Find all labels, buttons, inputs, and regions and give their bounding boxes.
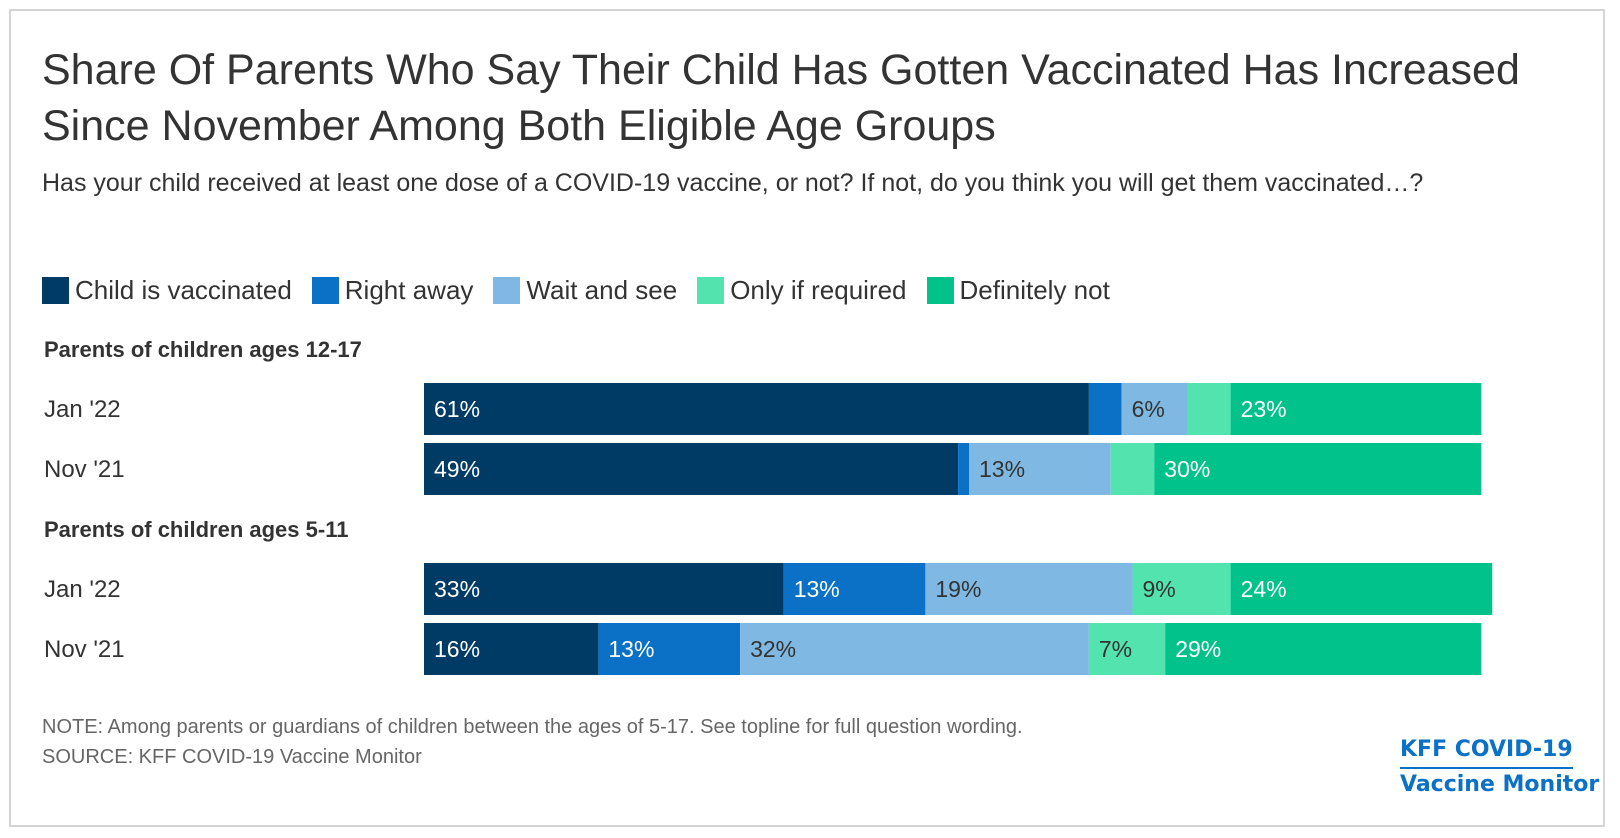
logo-line-2: Vaccine Monitor — [1400, 772, 1600, 797]
bar-segment-wait-and-see — [925, 563, 1133, 615]
bar-segment-definitely-not — [1230, 383, 1482, 435]
data-label-definitely-not: 30% — [1164, 456, 1210, 482]
data-label-definitely-not: 24% — [1241, 576, 1287, 602]
legend-item-definitely-not: Definitely not — [926, 274, 1110, 306]
chart-frame — [9, 9, 1605, 827]
legend-label-wait-and-see: Wait and see — [526, 274, 678, 305]
bar-segment-child-vaccinated — [424, 443, 959, 495]
bar-segment-right-away — [783, 563, 926, 615]
data-label-definitely-not: 29% — [1175, 636, 1221, 662]
data-label-right-away: 13% — [794, 576, 840, 602]
row-label-12-17-nov-21: Nov '21 — [44, 456, 125, 483]
legend: Child is vaccinated Right away Wait and … — [42, 272, 1130, 308]
legend-item-only-if-required: Only if required — [697, 274, 907, 306]
legend-swatch-definitely-not — [926, 276, 954, 304]
legend-item-right-away: Right away — [311, 274, 474, 306]
footer-source: SOURCE: KFF COVID-19 Vaccine Monitor — [42, 746, 422, 768]
bar-segment-child-vaccinated — [424, 623, 599, 675]
legend-swatch-only-if-required — [697, 276, 725, 304]
data-label-right-away: 13% — [608, 636, 654, 662]
bar-segment-wait-and-see — [1121, 383, 1187, 435]
bar-segment-only-if-required — [1187, 383, 1231, 435]
bar-segment-wait-and-see — [740, 623, 1089, 675]
logo-line-1: KFF COVID-19 — [1400, 734, 1573, 769]
row-label-5-11-nov-21: Nov '21 — [44, 636, 125, 663]
bar-segment-definitely-not — [1230, 563, 1493, 615]
data-label-wait-and-see: 19% — [935, 576, 981, 602]
data-label-wait-and-see: 13% — [979, 456, 1025, 482]
data-label-definitely-not: 23% — [1241, 396, 1287, 422]
kff-logo: KFF COVID-19 Vaccine Monitor — [1400, 734, 1599, 801]
bar-segment-only-if-required — [1132, 563, 1231, 615]
legend-label-only-if-required: Only if required — [730, 274, 907, 305]
bar-segment-right-away — [1088, 383, 1122, 435]
data-label-child-vaccinated: 49% — [434, 456, 480, 482]
chart-subtitle: Has your child received at least one dos… — [42, 169, 1424, 197]
bar-segment-definitely-not — [1154, 443, 1482, 495]
row-label-5-11-jan-22: Jan '22 — [44, 576, 121, 603]
data-label-child-vaccinated: 61% — [434, 396, 480, 422]
chart-title: Share Of Parents Who Say Their Child Has… — [42, 46, 1520, 150]
bar-segment-only-if-required — [1088, 623, 1166, 675]
bar-segment-definitely-not — [1165, 623, 1482, 675]
legend-item-wait-and-see: Wait and see — [493, 275, 677, 306]
data-label-wait-and-see: 32% — [750, 636, 796, 662]
legend-item-child-vaccinated: Child is vaccinated — [42, 275, 292, 306]
bar-segment-right-away — [958, 443, 969, 495]
legend-label-definitely-not: Definitely not — [959, 274, 1110, 305]
bar-segment-child-vaccinated — [424, 563, 784, 615]
bar-segment-child-vaccinated — [424, 383, 1089, 435]
group-label-ages-12-17: Parents of children ages 12-17 — [44, 337, 362, 362]
data-label-child-vaccinated: 16% — [434, 636, 480, 662]
bar-segment-wait-and-see — [969, 443, 1111, 495]
data-label-only-if-required: 9% — [1143, 576, 1176, 602]
legend-label-child-vaccinated: Child is vaccinated — [75, 274, 292, 305]
bar-segment-right-away — [598, 623, 741, 675]
data-label-only-if-required: 7% — [1099, 636, 1132, 662]
legend-label-right-away: Right away — [344, 274, 474, 305]
legend-swatch-right-away — [311, 276, 339, 304]
row-label-12-17-jan-22: Jan '22 — [44, 396, 121, 423]
footer-note: NOTE: Among parents or guardians of chil… — [42, 716, 1023, 738]
bar-segment-only-if-required — [1110, 443, 1155, 495]
legend-swatch-wait-and-see — [493, 276, 521, 304]
group-label-ages-5-11: Parents of children ages 5-11 — [44, 517, 349, 542]
data-label-child-vaccinated: 33% — [434, 576, 480, 602]
data-label-wait-and-see: 6% — [1132, 396, 1165, 422]
legend-swatch-child-vaccinated — [42, 276, 69, 304]
